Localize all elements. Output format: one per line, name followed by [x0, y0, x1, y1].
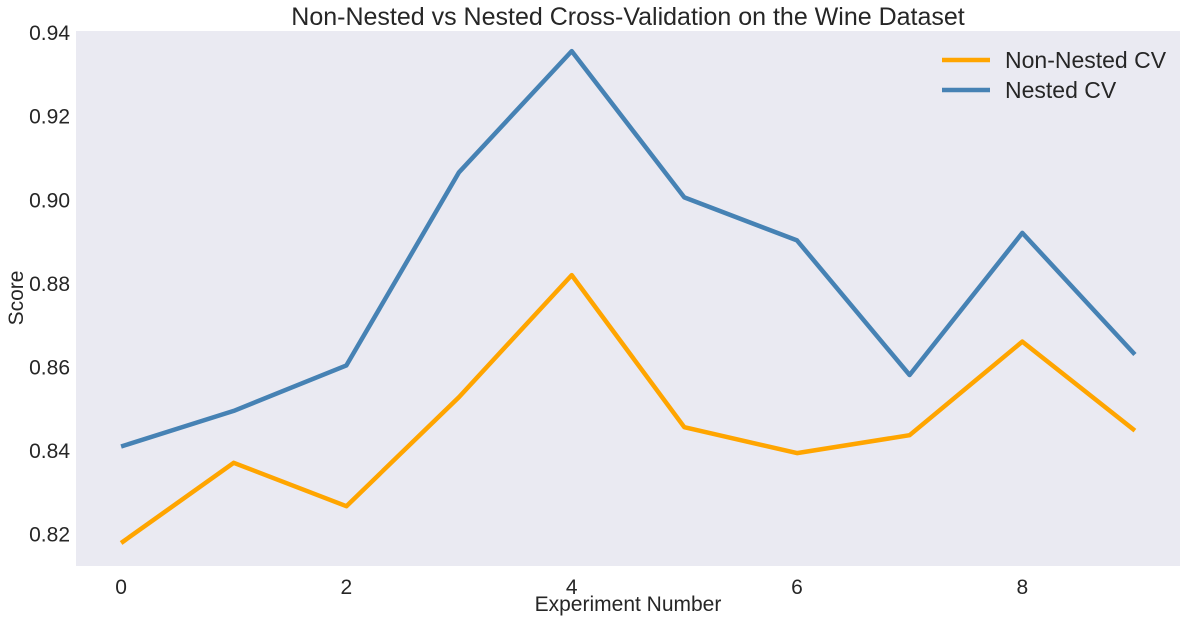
- x-tick-label: 4: [566, 576, 578, 599]
- x-tick-label: 2: [341, 576, 353, 599]
- legend-label-1: Non-Nested CV: [1005, 47, 1167, 73]
- x-tick-label: 8: [1016, 576, 1028, 599]
- y-tick-label: 0.84: [29, 440, 70, 463]
- chart-title: Non-Nested vs Nested Cross-Validation on…: [291, 3, 965, 31]
- y-tick-label: 0.94: [29, 22, 70, 45]
- plot-background: [76, 31, 1180, 566]
- legend-label-2: Nested CV: [1005, 77, 1117, 103]
- series-line-2: [120, 48, 1137, 449]
- series-line-1: [119, 272, 1137, 545]
- legend: Non-Nested CV Nested CV: [942, 47, 1167, 103]
- y-tick-labels: 0.82 0.84 0.86 0.88 0.90 0.92 0.94: [29, 22, 70, 547]
- y-tick-label: 0.82: [29, 524, 70, 547]
- x-tick-label: 6: [791, 576, 803, 599]
- y-tick-label: 0.90: [29, 189, 70, 212]
- x-tick-label: 0: [115, 576, 127, 599]
- y-tick-label: 0.86: [29, 356, 70, 379]
- series-lines: [119, 48, 1137, 545]
- x-tick-labels: 0 2 4 6 8: [115, 576, 1028, 599]
- y-tick-label: 0.92: [29, 106, 70, 129]
- x-axis-label: Experiment Number: [535, 593, 722, 616]
- y-axis-label: Score: [5, 271, 28, 326]
- y-tick-label: 0.88: [29, 273, 70, 296]
